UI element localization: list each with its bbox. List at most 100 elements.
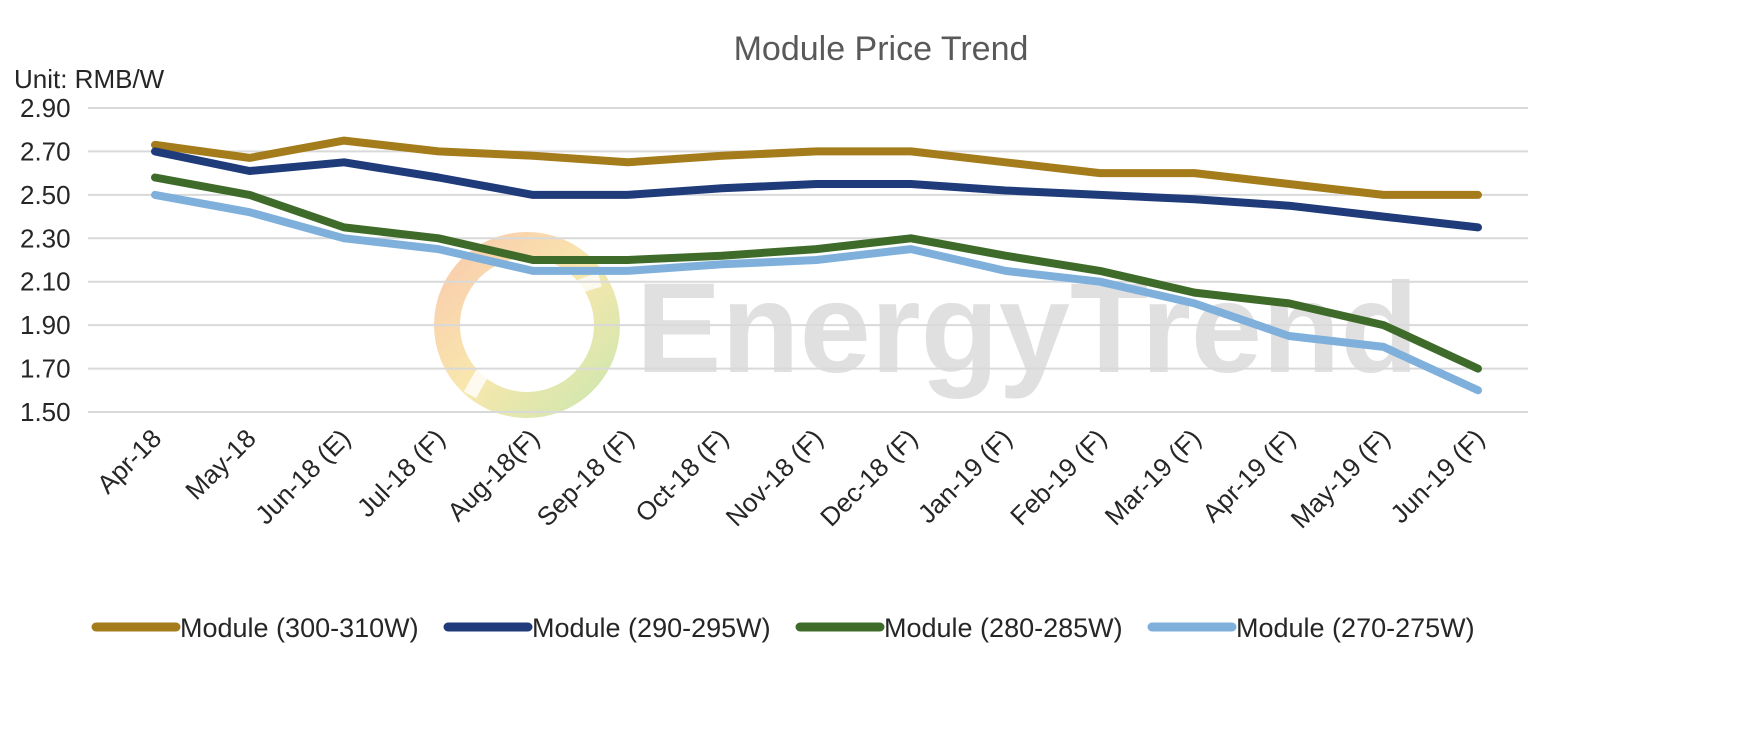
data-point [1477,194,1479,196]
data-point [1288,302,1290,304]
legend-label: Module (300-310W) [180,613,419,643]
watermark-text: EnergyTrend [636,257,1418,400]
y-tick-label: 2.30 [20,223,71,253]
data-point [627,194,628,196]
data-point [1288,335,1290,337]
data-point [154,150,156,152]
series-lines [151,136,1482,395]
data-point [816,259,817,261]
data-point [627,270,628,272]
data-point [438,176,439,178]
data-point [721,255,723,257]
data-point [1477,368,1479,370]
data-point [721,263,723,265]
chart-title: Module Price Trend [734,30,1029,68]
x-tick-label: Aug-18(F) [441,423,545,527]
x-tick-label: Jan-19 (F) [912,423,1018,529]
data-point [1099,281,1101,283]
data-point [1477,226,1479,228]
data-point [249,211,250,213]
data-point [249,194,250,196]
data-point [343,140,345,142]
data-point [910,150,912,152]
data-point [1194,172,1195,174]
data-point [154,144,156,146]
series-line [151,147,1482,232]
x-tick-label: Dec-18 (F) [814,423,923,532]
legend: Module (300-310W) Module (290-295W) Module… [91,613,1475,643]
y-tick-label: 2.50 [20,180,71,210]
x-tick-label: Mar-19 (F) [1099,423,1207,531]
legend-item: Module (280-285W) [795,613,1123,643]
x-tick-label: May-18 [179,423,262,506]
data-point [154,194,156,196]
y-axis-ticks: 2.90 2.70 2.50 2.30 2.10 1.90 1.70 1.50 [20,93,71,427]
data-point [1383,194,1384,196]
legend-label: Module (290-295W) [532,613,771,643]
gridlines [88,107,1528,413]
data-point [1288,183,1290,185]
x-tick-label: Nov-18 (F) [720,423,829,532]
data-point [1194,198,1195,200]
data-point [910,237,912,239]
data-point [910,183,912,185]
x-tick-label: Apr-18 [91,423,167,499]
legend-label: Module (270-275W) [1236,613,1475,643]
y-tick-label: 2.90 [20,93,71,123]
data-point [1005,270,1006,272]
legend-item: Module (290-295W) [443,613,771,643]
y-tick-label: 2.70 [20,136,71,166]
data-point [154,176,156,178]
y-tick-label: 1.70 [20,354,71,384]
y-tick-label: 1.90 [20,310,71,340]
data-point [532,270,534,272]
x-tick-label: Oct-18 (F) [629,423,734,528]
x-tick-label: Jul-18 (F) [351,423,451,523]
data-point [249,157,250,159]
x-tick-label: Jun-19 (F) [1384,423,1490,529]
legend-item: Module (270-275W) [1147,613,1475,643]
y-tick-label: 2.10 [20,267,71,297]
data-point [910,248,912,250]
legend-item: Module (300-310W) [91,613,419,643]
data-point [532,155,534,157]
data-point [1005,161,1006,163]
data-point [343,161,345,163]
data-point [1005,255,1006,257]
data-point [1099,172,1101,174]
data-point [627,259,628,261]
y-tick-label: 1.50 [20,397,71,427]
data-point [1383,216,1384,218]
data-point [532,194,534,196]
data-point [721,187,723,189]
data-point [816,150,817,152]
data-point [532,259,534,261]
x-tick-label: Jun-18 (E) [249,423,356,530]
data-point [1099,194,1101,196]
data-point [343,237,345,239]
data-point [1288,205,1290,207]
data-point [249,170,250,172]
watermark-leaf-icon [463,273,602,399]
unit-label: Unit: RMB/W [14,64,165,94]
data-point [438,248,439,250]
data-point [816,183,817,185]
data-point [1383,346,1384,348]
data-point [721,155,723,157]
data-point [1383,324,1384,326]
data-point [1194,292,1195,294]
x-tick-label: May-19 (F) [1285,423,1396,534]
data-point [1099,270,1101,272]
data-point [438,150,439,152]
x-tick-label: Sep-18 (F) [531,423,640,532]
data-point [343,226,345,228]
data-point [438,237,439,239]
data-point [816,248,817,250]
data-point [1477,389,1479,391]
data-point [1005,190,1006,192]
data-point [1194,302,1195,304]
x-tick-label: Feb-19 (F) [1004,423,1112,531]
